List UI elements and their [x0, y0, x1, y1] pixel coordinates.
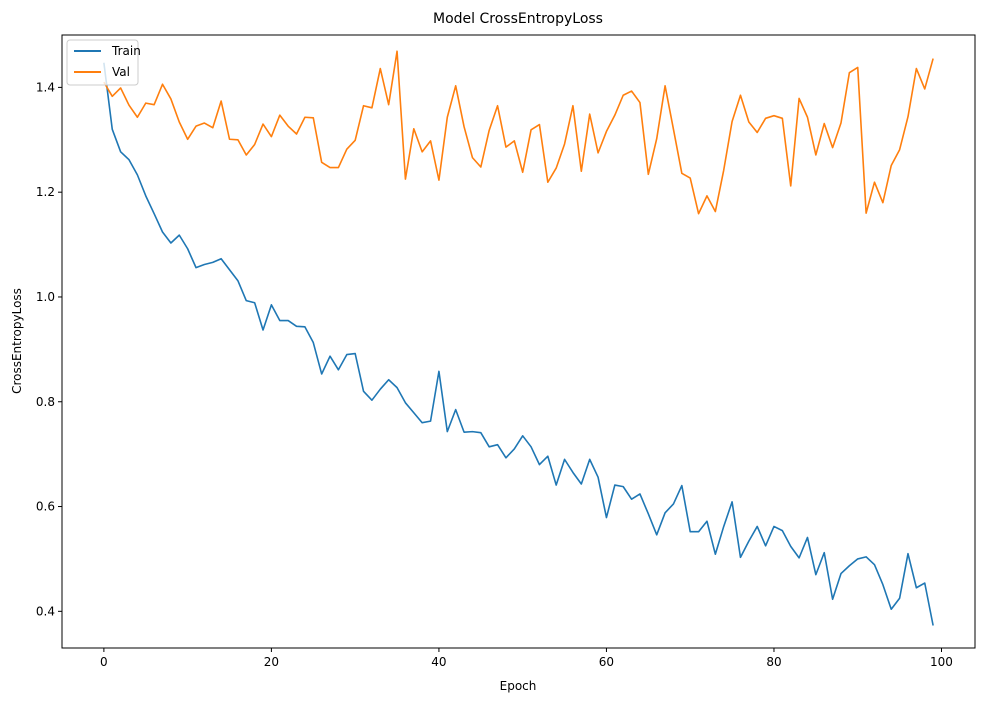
series-line-val: [103, 50, 934, 215]
plot-area-frame: [61, 34, 976, 649]
y-tick-label: 1.4: [36, 80, 55, 94]
legend: Train Val: [66, 39, 141, 86]
x-tick-label: 60: [599, 655, 614, 669]
chart-title: Model CrossEntropyLoss: [433, 11, 603, 27]
y-tick-label: 0.8: [36, 395, 55, 409]
series-line-train: [103, 62, 934, 626]
legend-label-val: Val: [112, 65, 130, 79]
x-tick-label: 0: [100, 655, 108, 669]
y-tick-label: 1.2: [36, 185, 55, 199]
y-axis-label: CrossEntropyLoss: [10, 288, 24, 394]
y-tick-label: 0.6: [36, 500, 55, 514]
legend-label-train: Train: [111, 44, 141, 58]
x-tick-label: 100: [930, 655, 953, 669]
y-tick-label: 1.0: [36, 290, 55, 304]
x-tick-label: 80: [766, 655, 781, 669]
x-tick-label: 20: [264, 655, 279, 669]
x-tick-label: 40: [431, 655, 446, 669]
x-axis-label: Epoch: [500, 679, 537, 693]
axes: 0 20 40 60 80 100 0.4 0.6 0.8 1.0 1.2 1.4: [36, 80, 953, 669]
series-layer: [103, 50, 934, 626]
y-tick-label: 0.4: [36, 604, 55, 618]
